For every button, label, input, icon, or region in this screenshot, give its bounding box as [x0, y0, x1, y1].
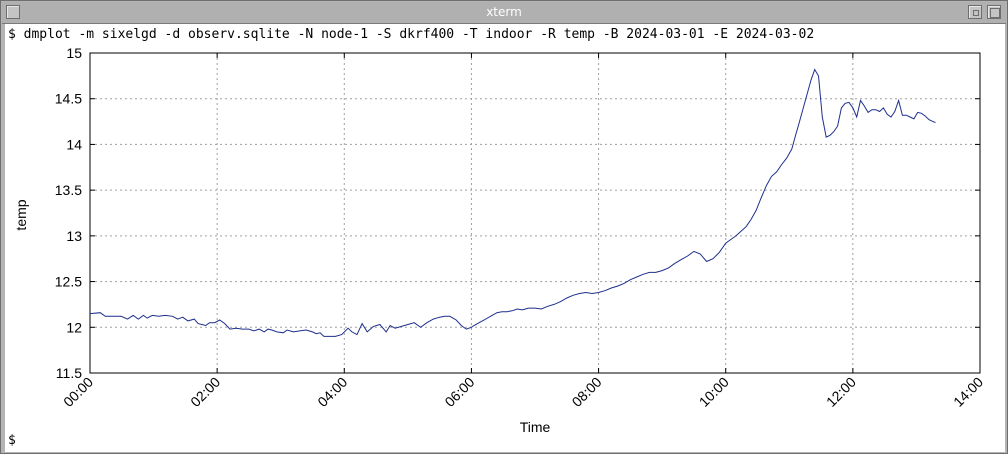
y-tick-label: 11.5	[56, 365, 82, 381]
x-tick-label: 06:00	[441, 374, 477, 410]
y-tick-label: 12.5	[55, 274, 82, 290]
x-tick-label: 14:00	[950, 374, 986, 410]
y-axis-label: temp	[13, 199, 29, 230]
x-tick-label: 02:00	[187, 374, 223, 410]
window-menu-button[interactable]	[6, 5, 20, 19]
y-tick-label: 15	[66, 45, 82, 61]
y-tick-label: 13.5	[55, 182, 82, 198]
x-tick-label: 08:00	[569, 374, 605, 410]
temp-series-line	[89, 68, 936, 337]
minimize-button[interactable]	[968, 5, 982, 19]
x-tick-label: 10:00	[696, 374, 732, 410]
y-tick-label: 14.5	[55, 91, 82, 107]
shell-prompt[interactable]: $	[8, 433, 16, 448]
x-axis-label: Time	[520, 419, 551, 435]
maximize-button[interactable]	[987, 5, 1001, 19]
y-tick-label: 13	[66, 228, 82, 244]
maximize-icon	[990, 8, 1000, 18]
command-line: $ dmplot -m sixelgd -d observ.sqlite -N …	[8, 27, 815, 42]
chart-grid	[90, 53, 980, 373]
window-title: xterm	[486, 5, 522, 19]
terminal-area[interactable]: $ dmplot -m sixelgd -d observ.sqlite -N …	[5, 24, 1005, 452]
y-tick-label: 12	[66, 319, 82, 335]
chart-series	[89, 68, 936, 337]
x-tick-label: 12:00	[823, 374, 859, 410]
title-bar[interactable]: xterm	[2, 2, 1006, 24]
minimize-icon	[973, 10, 979, 16]
axis-ticks: 00:00 02:00 04:00 06:00 08:00 10:00 12:00 14:00…	[55, 45, 987, 410]
y-tick-label: 14	[66, 136, 82, 152]
x-tick-label: 04:00	[314, 374, 350, 410]
plot-frame	[89, 52, 981, 374]
